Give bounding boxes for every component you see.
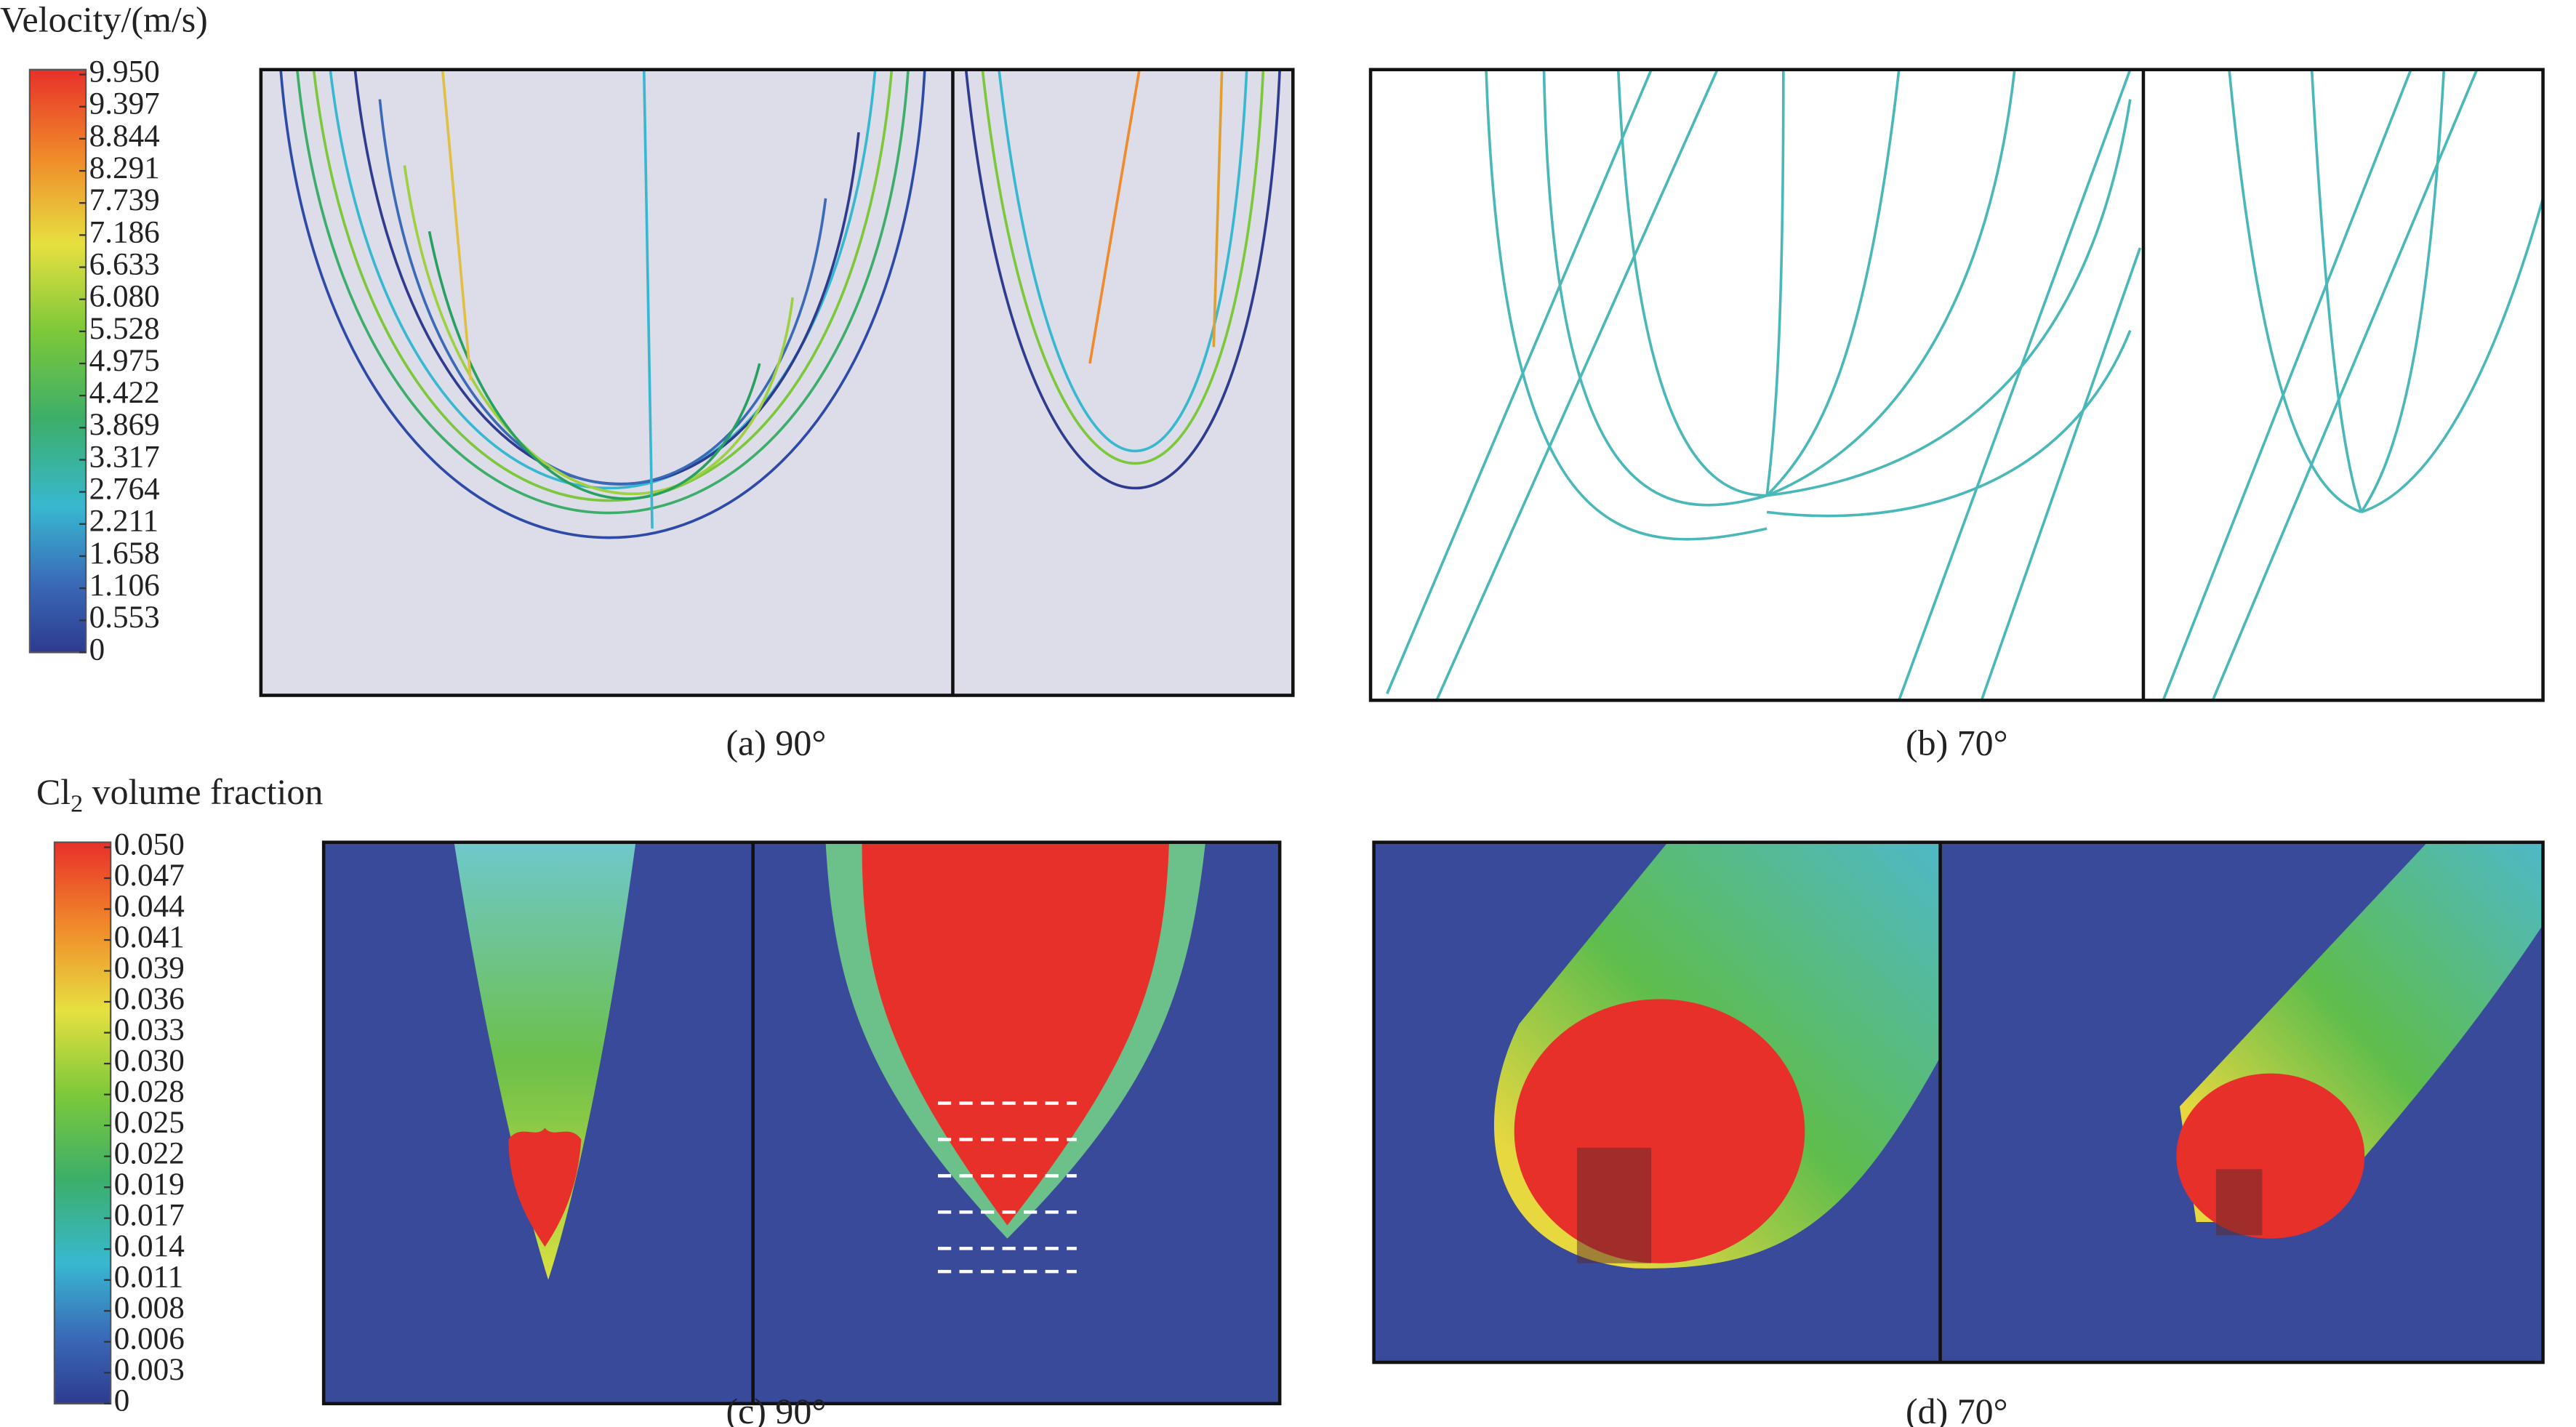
tick-label: 0.025 <box>114 1106 185 1140</box>
colorbar <box>28 68 87 654</box>
tick-label: 6.080 <box>89 280 160 314</box>
tick-label: 0.022 <box>114 1137 185 1171</box>
tick-label: 6.633 <box>89 247 160 281</box>
tick-label: 0.030 <box>114 1044 185 1078</box>
tick-label: 7.739 <box>89 183 160 217</box>
tick-label: 0.033 <box>114 1013 185 1047</box>
tick-label: 9.397 <box>89 87 160 121</box>
tick-label: 8.291 <box>89 151 160 185</box>
tick-label: 2.764 <box>89 473 160 507</box>
tick-label: 0.044 <box>114 889 185 923</box>
tick-label: 2.211 <box>89 505 159 539</box>
tick-label: 0.017 <box>114 1199 185 1233</box>
tick-label: 8.844 <box>89 119 160 153</box>
tick-label: 0.014 <box>114 1229 185 1263</box>
tick-label: 0.006 <box>114 1322 185 1356</box>
tick-label: 1.106 <box>89 568 160 603</box>
tick-label: 5.528 <box>89 312 160 346</box>
tick-label: 0.028 <box>114 1075 185 1109</box>
tick-label: 3.317 <box>89 440 160 474</box>
streamline-image <box>260 69 1293 696</box>
legend-title: Velocity/(m/s) <box>0 0 208 40</box>
legend-title: Cl2 volume fraction <box>36 772 323 818</box>
caption: (b) 70° <box>1906 722 2008 763</box>
tick-label: 0.011 <box>114 1261 183 1295</box>
tick-label: 0.039 <box>114 951 185 985</box>
tick-label: 0.003 <box>114 1353 185 1387</box>
panel-frame <box>1372 840 2545 1364</box>
tick-label: 0.041 <box>114 920 185 954</box>
tick-label: 9.950 <box>89 55 160 89</box>
tick-label: 0.553 <box>89 600 160 635</box>
tick-label: 7.186 <box>89 215 160 249</box>
tick-label: 3.869 <box>89 408 160 442</box>
tick-label: 4.422 <box>89 376 160 410</box>
tick-label: 0 <box>114 1384 130 1418</box>
tick-label: 0.050 <box>114 827 185 861</box>
panel-frame <box>1368 68 2545 702</box>
caption: (a) 90° <box>726 722 827 763</box>
tick-label: 0.036 <box>114 982 185 1016</box>
tick-label: 4.975 <box>89 344 160 378</box>
tick-label: 0.008 <box>114 1291 185 1325</box>
tick-label: 0.047 <box>114 859 185 893</box>
tick-label: 1.658 <box>89 536 160 571</box>
panel-frame <box>321 840 1282 1406</box>
colorbar <box>53 841 112 1404</box>
streamline-image <box>1371 69 2543 701</box>
tick-label: 0 <box>89 632 105 667</box>
tick-label: 0.019 <box>114 1167 185 1202</box>
caption: (d) 70° <box>1906 1391 2008 1427</box>
panel-frame <box>259 68 1295 697</box>
contour-image <box>324 842 1280 1404</box>
caption: (c) 90° <box>726 1391 827 1427</box>
contour-image <box>1373 842 2543 1363</box>
